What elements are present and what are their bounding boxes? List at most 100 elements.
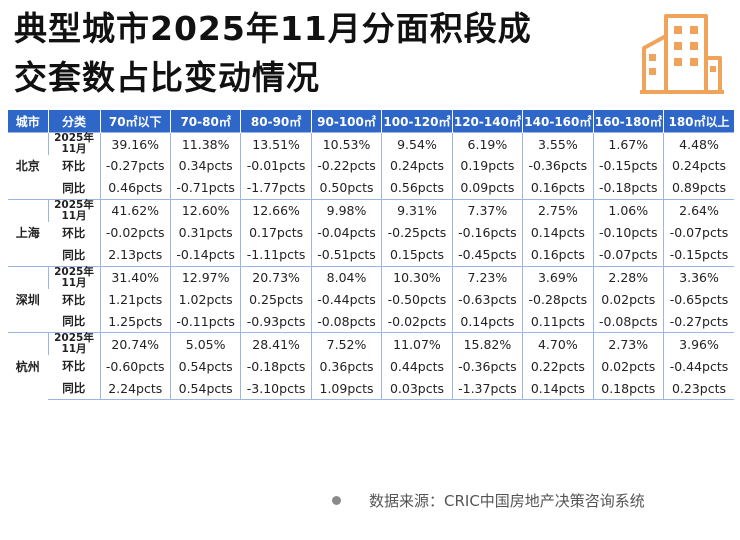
header-band: 100-120㎡: [381, 110, 453, 133]
share-cell: 2.28%: [592, 265, 664, 289]
header-band: 70㎡以下: [99, 110, 171, 133]
header-band: 180㎡以上: [663, 110, 734, 133]
share-cell: 12.66%: [240, 198, 312, 222]
change-cell: -1.11pcts: [240, 243, 312, 267]
change-cell: 0.24pcts: [381, 155, 453, 177]
change-cell: 0.19pcts: [451, 155, 523, 177]
change-cell: 0.44pcts: [381, 355, 453, 378]
change-cell: 0.36pcts: [310, 355, 382, 378]
bullet-dot-icon: [332, 496, 341, 505]
share-cell: 1.06%: [592, 198, 664, 222]
share-cell: 31.40%: [99, 265, 171, 289]
share-cell: 20.74%: [99, 332, 171, 356]
header-band: 70-80㎡: [169, 110, 241, 133]
change-cell: -0.25pcts: [381, 221, 453, 244]
change-cell: -0.02pcts: [381, 310, 453, 333]
change-cell: 1.21pcts: [99, 288, 171, 311]
change-cell: 0.03pcts: [381, 377, 453, 401]
change-cell: 0.02pcts: [592, 355, 664, 378]
share-cell: 12.60%: [169, 198, 241, 222]
share-cell: 20.73%: [240, 265, 312, 289]
table-row: 同比 2.13pcts -0.14pcts -1.11pcts -0.51pcts 0.1…: [8, 243, 734, 267]
share-cell: 9.98%: [310, 198, 382, 222]
table-row: 环比 -0.27pcts 0.34pcts -0.01pcts -0.22pcts 0.2…: [8, 155, 734, 177]
change-cell: -0.14pcts: [169, 243, 241, 267]
change-cell: 1.02pcts: [169, 288, 241, 311]
change-cell: 2.24pcts: [99, 377, 171, 401]
table-header-row: 城市 分类 70㎡以下 70-80㎡ 80-90㎡ 90-100㎡ 100-120㎡ 12…: [8, 110, 734, 133]
change-cell: 0.22pcts: [522, 355, 594, 378]
change-cell: -0.08pcts: [310, 310, 382, 333]
city-name: 北京: [8, 132, 48, 200]
share-cell: 7.37%: [451, 198, 523, 222]
share-cell: 3.55%: [522, 132, 594, 155]
change-cell: -0.36pcts: [451, 355, 523, 378]
change-cell: -0.44pcts: [663, 355, 734, 378]
change-cell: 0.11pcts: [522, 310, 594, 333]
share-cell: 10.53%: [310, 132, 382, 155]
table-row: 上海 2025年11月 41.62% 12.60% 12.66% 9.98% 9.31% 7.…: [8, 198, 734, 267]
row-label: 同比: [62, 314, 86, 329]
change-cell: -0.93pcts: [240, 310, 312, 333]
table-body: 北京 2025年11月 39.16% 11.38% 13.51% 10.53% 9.54% 6…: [8, 132, 734, 401]
share-cell: 41.62%: [99, 198, 171, 222]
share-cell: 7.23%: [451, 265, 523, 289]
change-cell: -0.50pcts: [381, 288, 453, 311]
share-cell: 39.16%: [99, 132, 171, 155]
change-cell: -0.18pcts: [240, 355, 312, 378]
table-row: 北京 2025年11月 39.16% 11.38% 13.51% 10.53% 9.54% 6…: [8, 132, 734, 200]
change-cell: 0.89pcts: [663, 176, 734, 200]
change-cell: 0.15pcts: [381, 243, 453, 267]
row-label: 环比: [62, 158, 86, 173]
change-cell: -0.45pcts: [451, 243, 523, 267]
area-band-table: 城市 分类 70㎡以下 70-80㎡ 80-90㎡ 90-100㎡ 100-120㎡ 12…: [8, 110, 734, 401]
change-cell: 0.14pcts: [451, 310, 523, 333]
table-row: 杭州 2025年11月 20.74% 5.05% 28.41% 7.52% 11.07% 15…: [8, 332, 734, 400]
data-source-note: 数据来源：CRIC中国房地产决策咨询系统: [332, 490, 645, 511]
table-row: 同比 1.25pcts -0.11pcts -0.93pcts -0.08pcts -0.…: [8, 310, 734, 333]
row-label: 同比: [62, 247, 86, 262]
change-cell: -0.36pcts: [522, 155, 594, 177]
row-label: 环比: [62, 225, 86, 240]
change-cell: -0.16pcts: [451, 221, 523, 244]
header-band: 80-90㎡: [240, 110, 312, 133]
share-cell: 4.48%: [663, 132, 734, 155]
row-label: 2025年11月: [47, 265, 100, 289]
change-cell: 0.23pcts: [663, 377, 734, 401]
change-cell: -0.11pcts: [169, 310, 241, 333]
change-cell: 0.14pcts: [522, 221, 594, 244]
header-city: 城市: [8, 110, 48, 133]
change-cell: -1.37pcts: [451, 377, 523, 401]
share-cell: 15.82%: [451, 332, 523, 356]
change-cell: -0.15pcts: [663, 243, 734, 267]
row-label: 2025年11月: [47, 132, 100, 155]
source-text: 数据来源：CRIC中国房地产决策咨询系统: [369, 492, 645, 510]
share-cell: 10.30%: [381, 265, 453, 289]
share-cell: 6.19%: [451, 132, 523, 155]
row-label: 同比: [48, 377, 100, 401]
change-cell: -0.27pcts: [99, 155, 171, 177]
change-cell: -0.27pcts: [663, 310, 734, 333]
change-cell: -0.60pcts: [99, 355, 171, 378]
city-name: 上海: [8, 198, 48, 267]
share-cell: 3.36%: [663, 265, 734, 289]
row-label: 环比: [62, 292, 86, 307]
change-cell: -0.04pcts: [310, 221, 382, 244]
table-row: 环比 1.21pcts 1.02pcts 0.25pcts -0.44pcts -0.50…: [8, 288, 734, 311]
header-category: 分类: [47, 110, 100, 133]
change-cell: -3.10pcts: [240, 377, 312, 401]
change-cell: -0.63pcts: [451, 288, 523, 311]
share-cell: 1.67%: [592, 132, 664, 155]
share-cell: 7.52%: [310, 332, 382, 356]
header-band: 90-100㎡: [310, 110, 382, 133]
share-cell: 2.64%: [663, 198, 734, 222]
change-cell: 0.34pcts: [169, 155, 241, 177]
change-cell: 0.50pcts: [310, 176, 382, 200]
change-cell: -0.07pcts: [592, 243, 664, 267]
change-cell: 1.09pcts: [310, 377, 382, 401]
change-cell: -0.28pcts: [522, 288, 594, 311]
change-cell: -1.77pcts: [240, 176, 312, 200]
change-cell: -0.65pcts: [663, 288, 734, 311]
header-band: 160-180㎡: [592, 110, 664, 133]
row-label: 2025年11月: [47, 198, 100, 222]
